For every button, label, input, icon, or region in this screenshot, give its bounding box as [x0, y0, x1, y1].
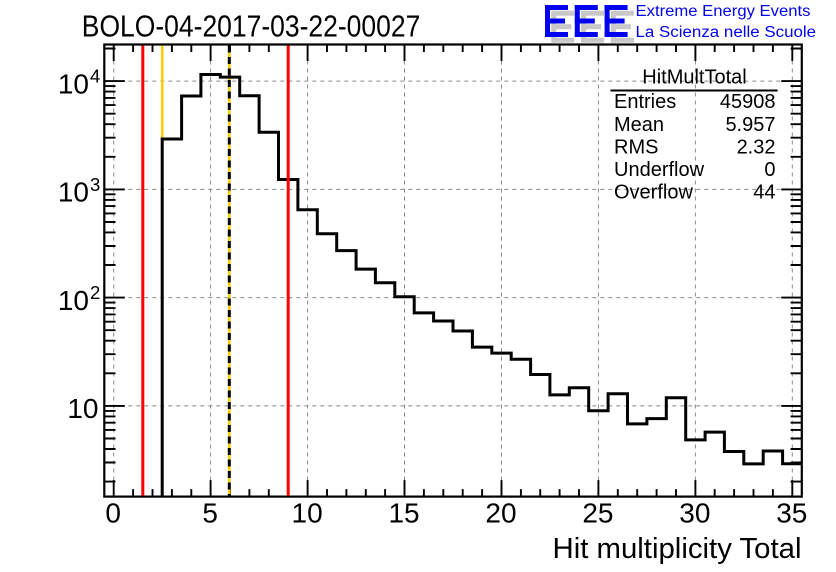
svg-text:0: 0	[105, 498, 121, 529]
svg-text:HitMultTotal: HitMultTotal	[642, 66, 746, 88]
svg-text:Mean: Mean	[614, 114, 664, 136]
svg-text:3: 3	[90, 174, 100, 195]
svg-text:35: 35	[776, 498, 807, 529]
svg-text:Underflow: Underflow	[614, 159, 705, 181]
svg-text:2: 2	[90, 282, 100, 303]
svg-text:Extreme Energy Events: Extreme Energy Events	[636, 3, 811, 20]
svg-text:RMS: RMS	[614, 136, 658, 158]
svg-text:10: 10	[58, 285, 89, 316]
svg-text:Entries: Entries	[614, 91, 676, 113]
svg-text:10: 10	[58, 177, 89, 208]
svg-text:La Scienza nelle Scuole: La Scienza nelle Scuole	[636, 24, 817, 41]
svg-text:44: 44	[753, 182, 775, 204]
svg-text:0: 0	[764, 159, 775, 181]
svg-text:10: 10	[292, 498, 323, 529]
svg-text:45908: 45908	[720, 91, 776, 113]
svg-text:30: 30	[679, 498, 710, 529]
svg-text:10: 10	[67, 393, 98, 424]
svg-text:Hit multiplicity Total: Hit multiplicity Total	[553, 533, 802, 565]
svg-text:10: 10	[58, 68, 89, 99]
svg-text:5: 5	[202, 498, 218, 529]
svg-text:25: 25	[582, 498, 613, 529]
svg-text:15: 15	[388, 498, 419, 529]
svg-text:4: 4	[90, 65, 100, 86]
svg-text:BOLO-04-2017-03-22-00027: BOLO-04-2017-03-22-00027	[82, 8, 421, 43]
svg-text:Overflow: Overflow	[614, 182, 693, 204]
svg-text:2.32: 2.32	[737, 136, 776, 158]
svg-text:5.957: 5.957	[725, 114, 775, 136]
svg-text:20: 20	[485, 498, 516, 529]
